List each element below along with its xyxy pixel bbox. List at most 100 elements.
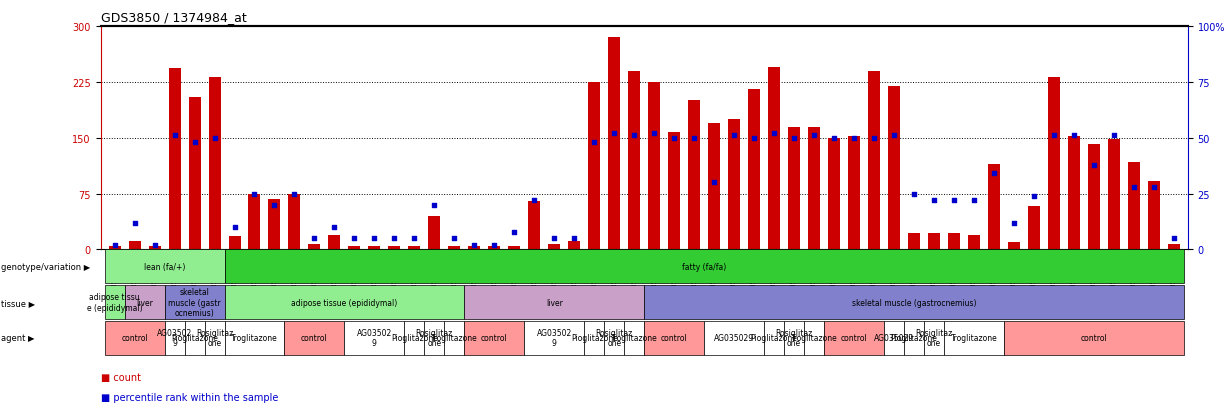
Bar <box>748 90 760 250</box>
Text: Troglitazone: Troglitazone <box>790 333 837 342</box>
Point <box>704 180 724 186</box>
Bar <box>348 247 361 250</box>
Text: Pioglitazone: Pioglitazone <box>391 333 438 342</box>
Bar <box>908 233 920 250</box>
Point <box>145 242 164 249</box>
Text: AG035029: AG035029 <box>874 333 914 342</box>
Point <box>1044 133 1064 140</box>
Text: Troglitazone: Troglitazone <box>431 333 477 342</box>
Text: Pioglitazone: Pioglitazone <box>171 333 218 342</box>
Point <box>764 131 784 137</box>
Bar <box>409 247 421 250</box>
Bar <box>867 71 880 250</box>
Point <box>864 135 883 142</box>
Bar <box>428 216 440 250</box>
Text: Rosiglitaz
one: Rosiglitaz one <box>595 328 633 347</box>
Point <box>784 135 804 142</box>
Text: control: control <box>661 333 687 342</box>
Point <box>164 133 184 140</box>
Text: genotype/variation ▶: genotype/variation ▶ <box>1 262 91 271</box>
Text: Troglitazone: Troglitazone <box>231 333 277 342</box>
Text: Rosiglitaz
one: Rosiglitaz one <box>196 328 233 347</box>
Bar <box>825 321 883 355</box>
Bar <box>104 321 164 355</box>
Text: liver: liver <box>136 298 153 307</box>
Point <box>265 202 285 209</box>
Bar <box>669 133 680 250</box>
Text: control: control <box>840 333 867 342</box>
Point <box>425 202 444 209</box>
Text: agent ▶: agent ▶ <box>1 333 34 342</box>
Bar <box>488 247 501 250</box>
Bar <box>508 247 520 250</box>
Text: lean (fa/+): lean (fa/+) <box>144 262 185 271</box>
Point <box>1104 133 1124 140</box>
Text: AG03502
9: AG03502 9 <box>357 328 391 347</box>
Bar <box>904 321 924 355</box>
Point <box>664 135 683 142</box>
Bar <box>848 137 860 250</box>
Point <box>1164 235 1184 242</box>
Bar <box>148 247 161 250</box>
Text: Pioglitazone: Pioglitazone <box>751 333 798 342</box>
Point <box>504 229 524 235</box>
Bar <box>164 285 225 319</box>
Point <box>904 191 924 197</box>
Bar <box>548 244 561 250</box>
Point <box>1004 220 1023 226</box>
Bar <box>425 321 444 355</box>
Bar <box>285 321 345 355</box>
Bar <box>164 321 184 355</box>
Bar <box>469 247 480 250</box>
Bar <box>405 321 425 355</box>
Bar <box>464 285 644 319</box>
Bar <box>625 321 644 355</box>
Bar <box>125 285 164 319</box>
Bar <box>288 194 301 250</box>
Point <box>1144 184 1163 191</box>
Bar <box>228 237 240 250</box>
Point <box>1064 133 1083 140</box>
Bar <box>928 233 940 250</box>
Bar <box>389 247 400 250</box>
Point <box>125 220 145 226</box>
Point <box>384 235 404 242</box>
Bar <box>768 68 780 250</box>
Text: adipose tissu
e (epididymal): adipose tissu e (epididymal) <box>87 293 142 312</box>
Bar <box>109 246 120 250</box>
Bar <box>249 194 260 250</box>
Bar <box>708 123 720 250</box>
Text: AG03502
9: AG03502 9 <box>536 328 572 347</box>
Bar <box>948 233 960 250</box>
Bar <box>129 241 141 250</box>
Bar <box>444 321 464 355</box>
Bar <box>1168 244 1179 250</box>
Bar <box>784 321 804 355</box>
Bar <box>104 285 125 319</box>
Point <box>804 133 823 140</box>
Point <box>724 133 744 140</box>
Bar <box>524 321 584 355</box>
Bar <box>184 321 205 355</box>
Point <box>545 235 564 242</box>
Text: GDS3850 / 1374984_at: GDS3850 / 1374984_at <box>101 11 247 24</box>
Bar <box>804 321 825 355</box>
Point <box>1083 162 1103 169</box>
Bar <box>329 235 340 250</box>
Bar <box>345 321 405 355</box>
Bar <box>464 321 524 355</box>
Point <box>564 235 584 242</box>
Bar <box>809 127 820 250</box>
Bar <box>988 164 1000 250</box>
Bar <box>104 250 225 284</box>
Text: Pioglitazone: Pioglitazone <box>571 333 617 342</box>
Point <box>325 224 345 231</box>
Bar <box>788 127 800 250</box>
Bar <box>648 83 660 250</box>
Point <box>185 140 205 146</box>
Text: fatty (fa/fa): fatty (fa/fa) <box>682 262 726 271</box>
Text: skeletal muscle (gastrocnemius): skeletal muscle (gastrocnemius) <box>852 298 977 307</box>
Bar <box>1007 242 1020 250</box>
Bar <box>704 321 764 355</box>
Point <box>465 242 485 249</box>
